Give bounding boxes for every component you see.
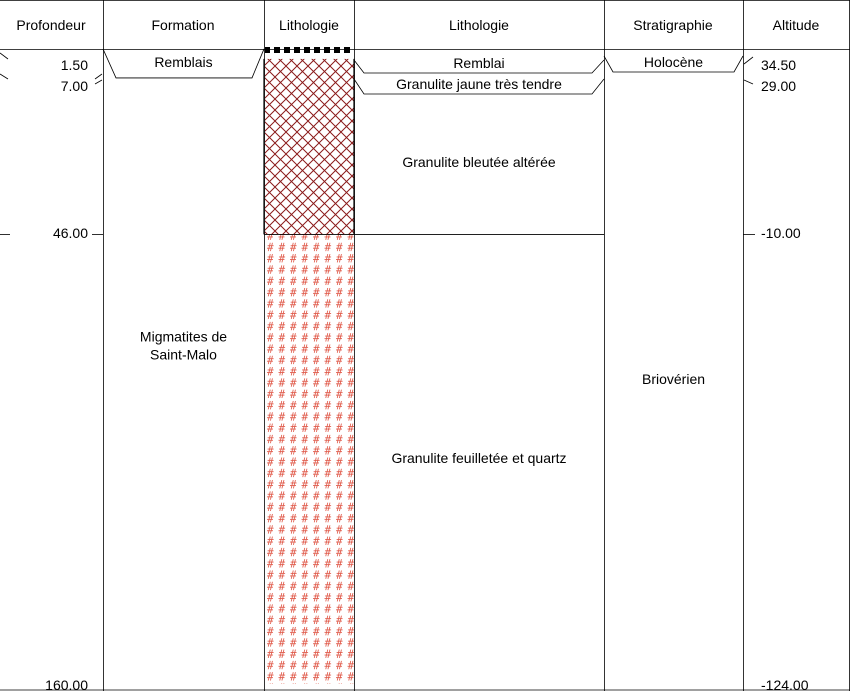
lithology-label: Granulite bleutée altérée (402, 154, 556, 170)
lithology-pattern-fill-blocks (265, 47, 354, 53)
depth-mark: 46.00 (53, 225, 88, 241)
lithology-label: Granulite feuilletée et quartz (391, 450, 566, 466)
depth-tick (94, 79, 103, 85)
formation-label: Migmatites de (140, 328, 227, 344)
lithology-label: Remblai (453, 55, 504, 71)
depth-mark: 1.50 (61, 57, 88, 73)
altitude-mark: -124.00 (761, 677, 809, 691)
lithology-pattern-hash (265, 234, 354, 684)
formation-boundary (102, 48, 265, 79)
lithology-pattern-crosshatch (265, 58, 354, 81)
header-stratigraphy: Stratigraphie (633, 17, 713, 33)
formation-label: Remblais (154, 54, 212, 70)
lithology-boundary-1 (353, 59, 605, 74)
altitude-mark: 34.50 (761, 57, 796, 73)
header-formation: Formation (151, 17, 214, 33)
depth-mark: 7.00 (61, 78, 88, 94)
altitude-tick (743, 56, 754, 65)
lithology-boundary-2 (353, 78, 605, 95)
altitude-mark: -10.00 (761, 225, 801, 241)
altitude-tick (743, 79, 754, 85)
stratigraphy-label: Briovérien (642, 371, 705, 387)
stratigraphy-boundary (603, 55, 744, 73)
header-altitude: Altitude (773, 17, 820, 33)
altitude-mark: 29.00 (761, 78, 796, 94)
stratigraphy-label: Holocène (644, 54, 703, 70)
header-depth: Profondeur (16, 17, 86, 33)
lithology-label: Granulite jaune très tendre (396, 76, 562, 92)
depth-mark: 160.00 (45, 677, 88, 691)
lithology-pattern-crosshatch (265, 80, 354, 235)
depth-tick (0, 73, 9, 80)
formation-label: Saint-Malo (150, 346, 217, 362)
depth-tick (0, 52, 9, 60)
header-lithology-pattern: Lithologie (279, 17, 339, 33)
header-lithology: Lithologie (449, 17, 509, 33)
depth-tick (94, 73, 103, 80)
